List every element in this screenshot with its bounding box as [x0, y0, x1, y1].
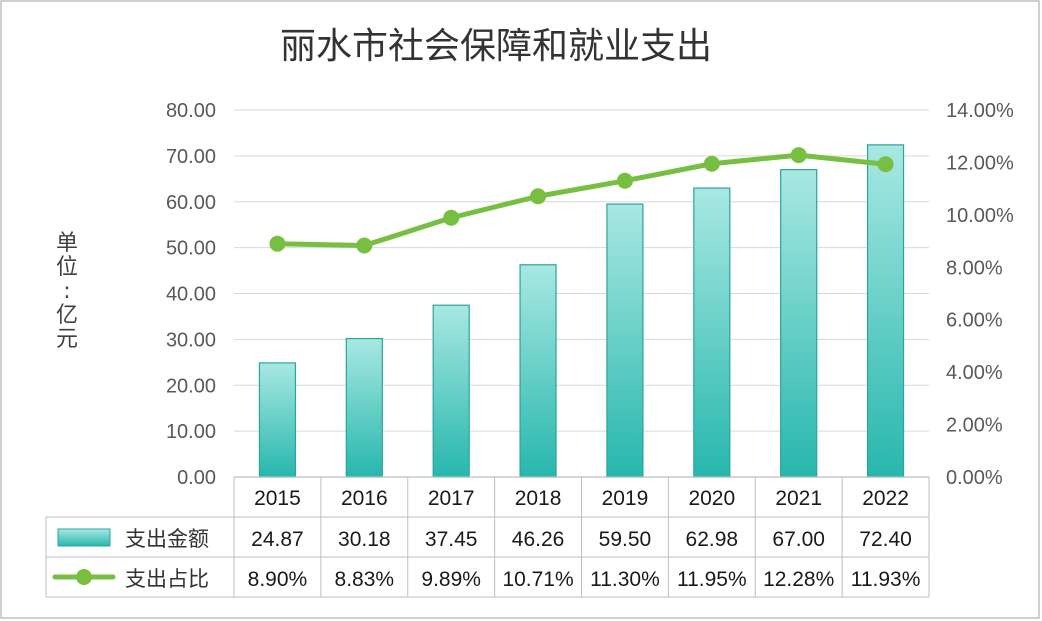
chart-title: 丽水市社会保障和就业支出: [280, 26, 712, 67]
bar-value-cell: 46.26: [512, 528, 565, 551]
y-axis-label-char: :: [63, 279, 70, 304]
category-label: 2018: [515, 487, 562, 510]
left-tick-label: 80.00: [166, 100, 216, 122]
bar: [780, 169, 818, 478]
legend-line-label: 支出占比: [125, 567, 209, 591]
right-tick-label: 12.00%: [946, 152, 1014, 174]
line-point: [269, 235, 286, 252]
bar-value-cell: 37.45: [425, 528, 478, 551]
data-table: 2015 2016 2017 2018 2019 2020 2021 2022 支出金额 24.8…: [45, 476, 930, 598]
bar: [258, 362, 297, 478]
left-tick-label: 20.00: [166, 375, 216, 397]
y-axis-label-char: 位: [56, 255, 78, 280]
legend-line-marker: [76, 569, 92, 585]
category-label: 2022: [862, 487, 909, 510]
line-value-cell: 11.95%: [677, 568, 747, 591]
line-path: [274, 152, 889, 249]
bar-value-cell: 59.50: [599, 528, 652, 551]
line-series: [269, 147, 894, 254]
right-axis-ticks: 0.00% 2.00% 4.00% 6.00% 8.00% 10.00% 12.00% 14.…: [946, 100, 1014, 489]
left-tick-label: 70.00: [166, 146, 216, 168]
bar: [432, 304, 470, 478]
right-tick-label: 8.00%: [946, 257, 1003, 279]
line-value-cell: 8.90%: [248, 568, 308, 591]
right-tick-label: 14.00%: [946, 100, 1014, 122]
left-tick-label: 10.00: [166, 421, 216, 443]
category-label: 2015: [254, 487, 301, 510]
line-value-cell: 10.71%: [502, 568, 573, 591]
line-point: [877, 156, 894, 173]
line-value-cell: 12.28%: [763, 568, 834, 591]
left-tick-label: 60.00: [166, 192, 216, 214]
y-axis-label: 单位:亿元: [56, 231, 78, 352]
line-value-cell: 8.83%: [335, 568, 395, 591]
right-tick-label: 2.00%: [946, 415, 1003, 437]
bar: [519, 264, 557, 478]
line-point: [356, 237, 373, 254]
line-point: [790, 147, 807, 164]
left-axis-ticks: 0.00 10.00 20.00 30.00 40.00 50.00 60.00 70.00 8…: [166, 100, 216, 489]
y-axis-label-char: 单: [56, 231, 78, 256]
y-axis-label-char: 元: [56, 327, 78, 352]
line-point: [530, 188, 547, 205]
line-value-cell: 9.89%: [421, 568, 481, 591]
line-point: [616, 172, 633, 189]
bar-series: [258, 144, 905, 478]
left-tick-label: 50.00: [166, 238, 216, 260]
bar-value-cell: 72.40: [859, 528, 912, 551]
category-label: 2017: [428, 487, 475, 510]
line-point: [703, 155, 720, 172]
y-axis-label-char: 亿: [56, 303, 78, 328]
category-label: 2016: [341, 487, 388, 510]
right-tick-label: 10.00%: [946, 205, 1014, 227]
bar: [345, 337, 383, 478]
bar-value-cell: 62.98: [686, 528, 739, 551]
bar: [866, 144, 905, 478]
line-point: [443, 209, 460, 226]
bar-value-cell: 30.18: [338, 528, 391, 551]
category-label: 2019: [602, 487, 649, 510]
left-tick-label: 30.00: [166, 329, 216, 351]
bar-value-cell: 24.87: [251, 528, 304, 551]
left-tick-label: 40.00: [166, 284, 216, 306]
category-label: 2021: [775, 487, 822, 510]
legend-bar-swatch: [57, 528, 111, 547]
bar: [606, 203, 644, 478]
legend-bar-label: 支出金额: [125, 527, 209, 551]
line-value-cell: 11.93%: [851, 568, 921, 591]
right-tick-label: 6.00%: [946, 310, 1003, 332]
bar-value-cell: 67.00: [772, 528, 825, 551]
right-tick-label: 4.00%: [946, 362, 1003, 384]
category-label: 2020: [688, 487, 735, 510]
left-tick-label: 0.00: [177, 467, 216, 489]
bar: [693, 187, 731, 478]
line-value-cell: 11.30%: [590, 568, 660, 591]
right-tick-label: 0.00%: [946, 467, 1003, 489]
